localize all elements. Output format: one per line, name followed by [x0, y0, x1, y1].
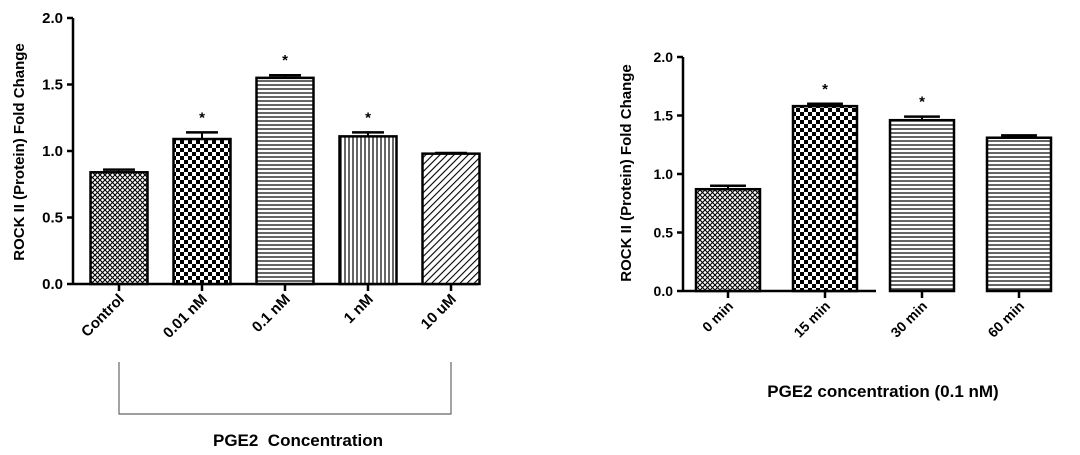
right-bar-2	[791, 104, 859, 293]
left-y-tick-label: 2.0	[42, 10, 63, 27]
right-plot-area: 0.0 0.5 1.0 1.5 2.0 0 min * 15 min * 30 min 60 min	[654, 49, 1053, 341]
right-y-tick-label: 1.0	[654, 166, 674, 182]
left-bar-5	[421, 152, 481, 286]
left-y-tick-label: 1.5	[42, 77, 63, 94]
right-significance-marker: *	[919, 94, 925, 111]
left-significance-marker: *	[365, 109, 371, 126]
left-significance-marker: *	[199, 109, 205, 126]
left-bar-1	[89, 171, 149, 286]
left-group-bracket	[118, 362, 452, 415]
right-y-tick-label: 0.0	[654, 283, 674, 299]
left-category-label: 1 nM	[341, 291, 377, 327]
right-bar-1	[694, 187, 762, 293]
right-category-label: 60 min	[984, 298, 1027, 341]
left-x-axis-label: PGE2 Concentration	[213, 431, 383, 450]
right-bar-4	[985, 136, 1053, 293]
left-category-label: 0.1 nM	[249, 291, 294, 336]
left-bar-3	[255, 76, 315, 286]
right-bar-3	[888, 118, 956, 293]
right-category-label: 30 min	[887, 298, 930, 341]
left-category-label: 10 uM	[418, 291, 460, 333]
right-x-axis-label: PGE2 concentration (0.1 nM)	[767, 382, 998, 401]
left-y-axis-label: ROCK II (Protein) Fold Change	[11, 43, 28, 261]
left-bar-2	[172, 137, 232, 286]
left-bar-4	[338, 135, 398, 286]
left-y-tick-label: 0.0	[42, 276, 63, 293]
right-y-tick-label: 0.5	[654, 225, 674, 241]
right-y-axis-label: ROCK II (Protein) Fold Change	[618, 64, 635, 282]
right-y-tick-label: 2.0	[654, 49, 674, 65]
left-y-tick-label: 1.0	[42, 143, 63, 160]
chart-left: 0.0 0.5 1.0 1.5 2.0 Control * 0.01 nM * 0.1 nM * 1 …	[11, 10, 481, 450]
left-category-label: 0.01 nM	[160, 291, 211, 342]
left-category-label: Control	[78, 291, 128, 341]
chart-right: 0.0 0.5 1.0 1.5 2.0 0 min * 15 min * 30 min 60 min…	[618, 49, 1053, 401]
left-significance-marker: *	[282, 52, 288, 69]
right-category-label: 0 min	[699, 298, 736, 335]
right-significance-marker: *	[822, 81, 828, 98]
left-plot-area: 0.0 0.5 1.0 1.5 2.0 Control * 0.01 nM * 0.1 nM * 1 …	[42, 10, 481, 342]
right-y-tick-label: 1.5	[654, 108, 674, 124]
right-category-label: 15 min	[790, 298, 833, 341]
left-y-tick-label: 0.5	[42, 210, 63, 227]
